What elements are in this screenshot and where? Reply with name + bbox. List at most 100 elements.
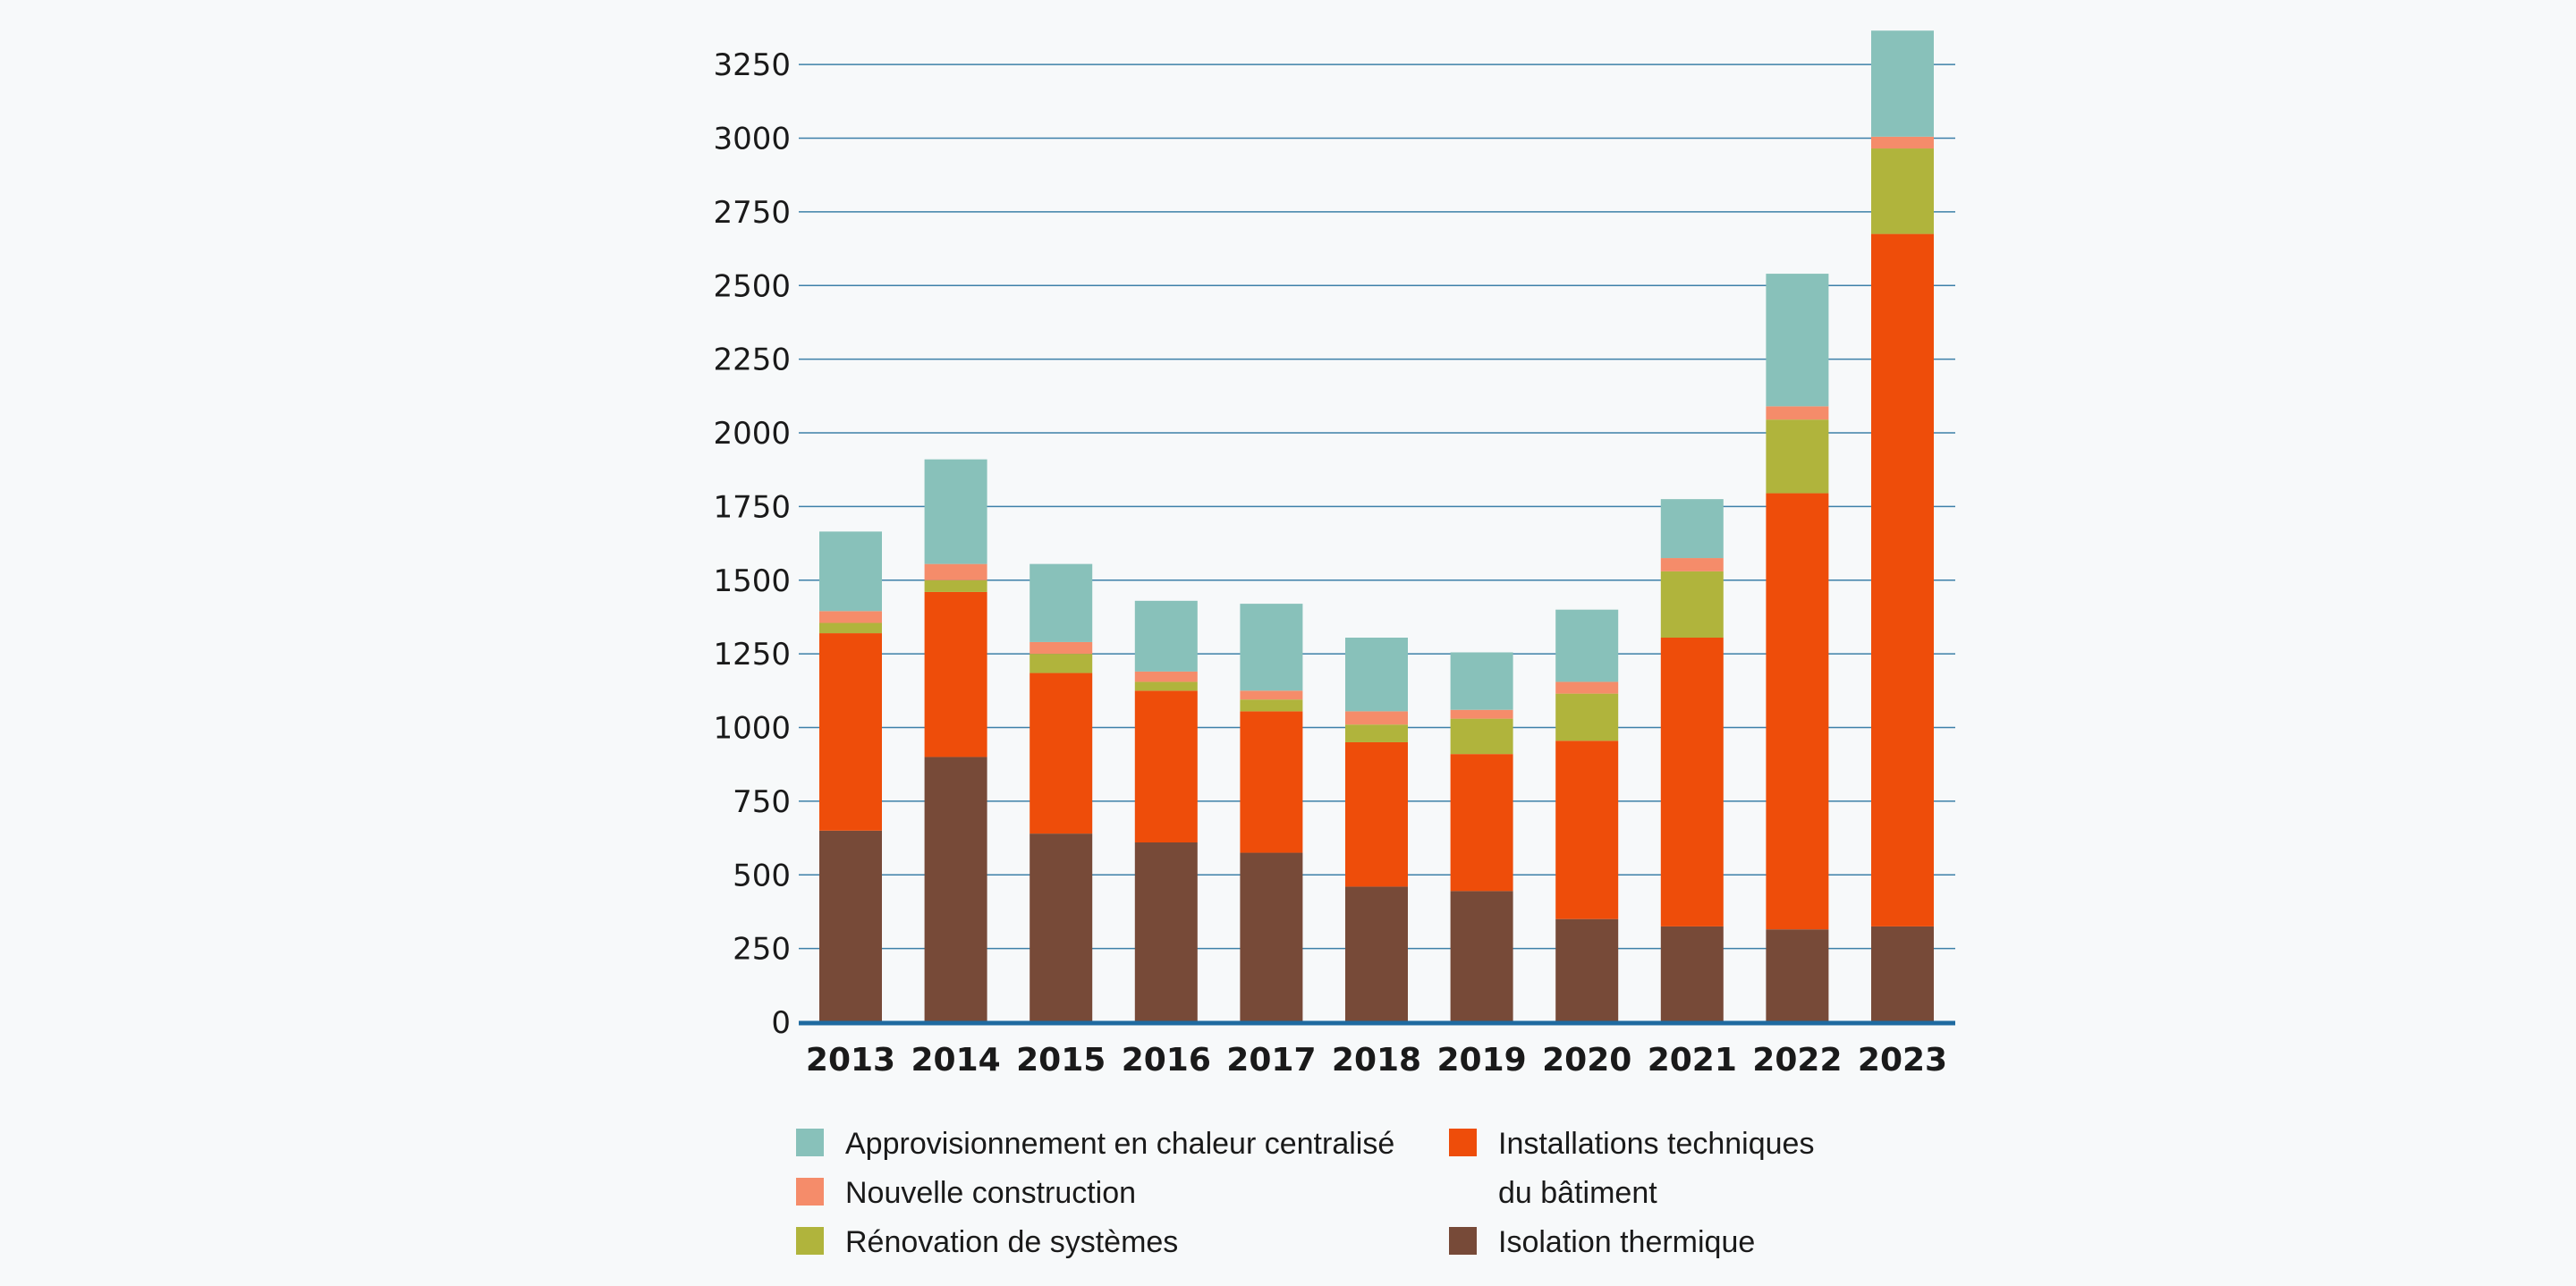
bar-segment (1660, 571, 1724, 639)
bar-segment (1240, 690, 1303, 700)
bar-stack-2017 (1240, 604, 1303, 1022)
bar-segment (1240, 699, 1303, 712)
legend-item: Installations techniques du bâtiment (1449, 1120, 1814, 1218)
bar-segment (1660, 558, 1724, 571)
bar-segment (1030, 833, 1093, 1022)
y-tick-label: 1250 (713, 637, 791, 673)
bar-segment (924, 459, 987, 564)
bar-segment (1240, 852, 1303, 1022)
x-tick-label: 2020 (1542, 1042, 1631, 1079)
bar-segment (1450, 754, 1513, 892)
bar-stack-2014 (924, 459, 987, 1022)
bar-segment (1766, 419, 1829, 494)
y-tick-label: 2000 (713, 416, 791, 452)
legend-item: Nouvelle construction (796, 1169, 1136, 1218)
legend-label-line: Installations techniques (1498, 1127, 1815, 1161)
bar-segment (1134, 690, 1198, 843)
x-tick-label: 2014 (911, 1042, 1000, 1079)
legend: Approvisionnement en chaleur centralisé N… (796, 1120, 1959, 1281)
bar-segment (1871, 926, 1934, 1022)
y-tick-label: 1000 (713, 711, 791, 747)
bar-segment (1871, 148, 1934, 234)
y-tick-label: 250 (733, 932, 791, 968)
legend-label: Nouvelle construction (845, 1169, 1136, 1218)
y-tick-label: 2250 (713, 343, 791, 378)
bar-segment (1345, 886, 1408, 1022)
x-tick-label: 2018 (1332, 1042, 1421, 1079)
bar-segment (1134, 600, 1198, 672)
bar-segment (1450, 709, 1513, 719)
x-tick-label: 2022 (1752, 1042, 1842, 1079)
bar-segment (1345, 724, 1408, 742)
bar-segment (1555, 693, 1619, 741)
bar-segment (1134, 681, 1198, 691)
bar-segment (1766, 493, 1829, 930)
bar-segment (924, 563, 987, 580)
legend-label-line: du bâtiment (1498, 1176, 1657, 1210)
y-axis-tick-labels: 0 250 500 750 1000 1250 1500 1750 2000 2250 2500 27… (713, 47, 791, 1041)
bar-segment (924, 591, 987, 757)
x-tick-label: 2013 (806, 1042, 895, 1079)
legend-swatch (1449, 1129, 1477, 1156)
legend-label-line: Isolation thermique (1498, 1225, 1756, 1259)
bar-segment (1450, 891, 1513, 1022)
legend-item: Approvisionnement en chaleur centralisé (796, 1120, 1394, 1169)
bar-segment (1345, 711, 1408, 725)
bar-segment (1766, 929, 1829, 1022)
legend-swatch (796, 1227, 824, 1255)
bar-segment (1345, 741, 1408, 887)
y-tick-label: 750 (733, 784, 791, 820)
legend-label-line: Rénovation de systèmes (845, 1225, 1179, 1259)
y-tick-label: 3000 (713, 122, 791, 157)
bar-segment (1134, 842, 1198, 1022)
bar-segment (1766, 274, 1829, 407)
bar-segment (1240, 604, 1303, 691)
y-tick-label: 2500 (713, 268, 791, 304)
legend-label-line: Approvisionnement en chaleur centralisé (845, 1127, 1395, 1161)
bar-stack-2022 (1766, 274, 1829, 1022)
bar-segment (1871, 30, 1934, 137)
bar-segment (1030, 563, 1093, 642)
bar-segment (819, 830, 882, 1022)
bar-segment (1555, 681, 1619, 694)
legend-label: Isolation thermique (1498, 1218, 1755, 1267)
x-tick-label: 2023 (1858, 1042, 1947, 1079)
bar-segment (924, 580, 987, 592)
x-axis-category-labels: 2013 2014 2015 2016 2017 2018 2019 2020 2021 2022… (806, 1042, 1947, 1079)
bar-segment (819, 622, 882, 634)
legend-item: Rénovation de systèmes (796, 1218, 1178, 1267)
legend-label: Installations techniques du bâtiment (1498, 1120, 1814, 1218)
legend-label-line: Nouvelle construction (845, 1176, 1137, 1210)
bar-segment (1555, 918, 1619, 1022)
bar-segment (819, 611, 882, 623)
x-tick-label: 2015 (1016, 1042, 1106, 1079)
bar-stack-2018 (1345, 638, 1408, 1022)
bar-stack-2020 (1555, 609, 1619, 1022)
bar-segment (819, 531, 882, 612)
x-tick-label: 2016 (1122, 1042, 1211, 1079)
bar-stack-2013 (819, 531, 882, 1022)
legend-swatch (796, 1178, 824, 1206)
y-tick-label: 3250 (713, 47, 791, 83)
bar-segment (1660, 926, 1724, 1022)
x-tick-label: 2019 (1436, 1042, 1526, 1079)
bar-segment (1030, 641, 1093, 655)
bar-segment (1450, 718, 1513, 755)
bar-segment (1030, 654, 1093, 673)
legend-item: Isolation thermique (1449, 1218, 1755, 1267)
x-tick-label: 2021 (1648, 1042, 1737, 1079)
y-tick-label: 2750 (713, 195, 791, 231)
bar-stack-2019 (1450, 652, 1513, 1022)
y-tick-label: 500 (733, 858, 791, 893)
bar-segment (1871, 136, 1934, 149)
bar-segment (1555, 740, 1619, 919)
legend-label: Approvisionnement en chaleur centralisé (845, 1120, 1394, 1169)
legend-label: Rénovation de systèmes (845, 1218, 1178, 1267)
bar-segment (819, 633, 882, 831)
bar-stack-2015 (1030, 563, 1093, 1022)
bar-stacks (819, 30, 1934, 1022)
bar-segment (1240, 711, 1303, 853)
y-tick-label: 1500 (713, 563, 791, 599)
y-tick-label: 1750 (713, 489, 791, 525)
